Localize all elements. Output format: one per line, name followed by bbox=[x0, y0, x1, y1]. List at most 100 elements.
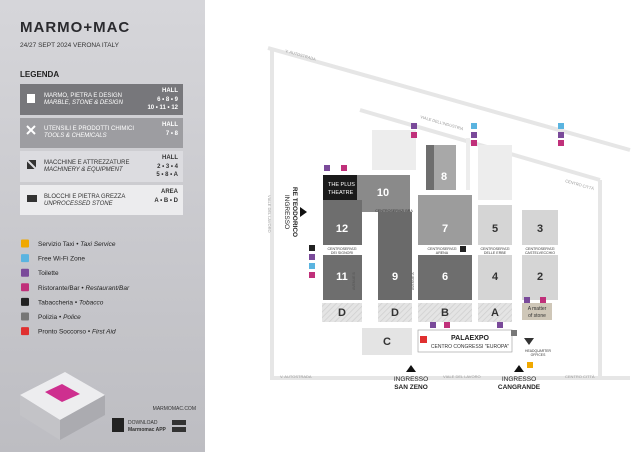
area bbox=[478, 303, 512, 322]
entrance-name: RE TEODORICO bbox=[291, 187, 298, 237]
service-centers: CENTROSERVIZI BRA CENTROSERVIZI DEI SIGN… bbox=[327, 209, 555, 255]
service-translation: Tobacco bbox=[79, 299, 104, 306]
hall bbox=[418, 195, 472, 245]
services-list: Servizio Taxi • Taxi Service Free Wi-Fi Z… bbox=[21, 239, 130, 336]
service-translation: First Aid bbox=[92, 329, 116, 336]
matter-label: A matter bbox=[528, 306, 547, 312]
service-icon bbox=[21, 327, 29, 336]
hall-label: 2 bbox=[537, 271, 543, 283]
hall bbox=[478, 205, 512, 245]
service-label: Free Wi-Fi Zone bbox=[38, 256, 85, 263]
service-name: Toilette bbox=[38, 270, 59, 277]
service-separator: • bbox=[59, 314, 62, 321]
street-label: CENTRO CITTÀ bbox=[565, 374, 595, 379]
service-label: Toilette bbox=[38, 270, 59, 277]
service-icon bbox=[21, 283, 29, 292]
legend-title: LEGENDA bbox=[20, 70, 59, 79]
service-label: Pronto Soccorso • First Aid bbox=[38, 329, 116, 336]
hall-labels: 10 8 12 7 5 3 11 9 6 4 2 D D B A C bbox=[336, 171, 543, 348]
service-label: Servizio Taxi • Taxi Service bbox=[38, 241, 116, 248]
palaexpo-subtitle: CENTRO CONGRESSI "EUROPA" bbox=[431, 344, 509, 350]
headquarter-label: OFFICES bbox=[531, 353, 546, 357]
hall bbox=[522, 210, 558, 245]
subtitle: 24/27 SEPT 2024 VERONA ITALY bbox=[20, 42, 120, 49]
theatre-label: THE PLUS bbox=[328, 182, 355, 188]
area-label: D bbox=[338, 307, 346, 319]
matter-of-stone bbox=[522, 303, 552, 320]
headquarter-label: HEADQUARTER bbox=[525, 349, 551, 353]
legend-item-subtitle: MACHINERY & EQUIPMENT bbox=[44, 167, 124, 173]
hall-label: 8 bbox=[441, 171, 447, 183]
service-name: Pronto Soccorso bbox=[38, 329, 86, 336]
decorative-cube bbox=[20, 372, 105, 440]
service-icon bbox=[21, 268, 29, 277]
service-label: Polizia • Police bbox=[38, 314, 81, 321]
service-center-label: CENTROSERVIZI BRA bbox=[375, 209, 413, 213]
area bbox=[418, 303, 472, 322]
legend-item-halls: A • B • D bbox=[154, 198, 178, 204]
legend-item-label: HALL bbox=[162, 88, 178, 94]
legend-item-label: AREA bbox=[161, 189, 179, 195]
area bbox=[322, 303, 362, 322]
service-name: Tabaccheria bbox=[38, 299, 73, 306]
avenue-label: AVENUE B bbox=[352, 271, 356, 290]
service-center-label: DEI SIGNORI bbox=[331, 251, 353, 255]
legend-item-title: MARMO, PIETRA E DESIGN bbox=[44, 93, 122, 99]
service-center-label: CENTROSERVIZI bbox=[525, 247, 554, 251]
service-center-label: CENTROSERVIZI bbox=[427, 247, 456, 251]
service-center-label: CENTROSERVIZI bbox=[480, 247, 509, 251]
entrance-name: SAN ZENO bbox=[394, 384, 428, 391]
area bbox=[378, 303, 412, 322]
hall bbox=[362, 328, 412, 355]
hall-label: 9 bbox=[392, 271, 398, 283]
hall-label: 3 bbox=[537, 223, 543, 235]
first-aid-icon bbox=[420, 336, 427, 343]
legend-item: BLOCCHI E PIETRA GREZZA UNPROCESSED STON… bbox=[20, 185, 183, 215]
service-icon bbox=[21, 297, 29, 306]
service-separator: • bbox=[88, 329, 91, 336]
theatre bbox=[323, 175, 357, 200]
hall bbox=[323, 200, 362, 245]
entrance-label: INGRESSO bbox=[394, 376, 428, 383]
service-name: Ristorante/Bar bbox=[38, 285, 80, 292]
legend-item-halls: 2 • 3 • 4 bbox=[157, 164, 179, 170]
hall-label: 7 bbox=[442, 223, 448, 235]
palaexpo-title: PALAEXPO bbox=[451, 335, 490, 342]
hall-label: 5 bbox=[492, 223, 498, 235]
legend-item-halls: 6 • 8 • 9 bbox=[157, 97, 179, 103]
legend-item-subtitle: TOOLS & CHEMICALS bbox=[44, 133, 107, 139]
hall bbox=[522, 255, 558, 300]
legend-item-title: MACCHINE E ATTREZZATURE bbox=[44, 160, 129, 166]
hall-label: 4 bbox=[492, 271, 499, 283]
store-badge bbox=[172, 420, 186, 425]
entrance-name: CANGRANDE bbox=[498, 384, 541, 391]
area-label: D bbox=[391, 307, 399, 319]
service-label: Ristorante/Bar • Restaurant/Bar bbox=[38, 285, 130, 292]
service-translation: Taxi Service bbox=[80, 241, 116, 248]
service-center-label: CENTROSERVIZI bbox=[327, 247, 356, 251]
service-separator: • bbox=[75, 299, 78, 306]
street-label: CENTRO CITTÀ bbox=[565, 178, 595, 191]
store-badge bbox=[172, 427, 186, 432]
service-icon bbox=[21, 239, 29, 248]
entrances: INGRESSO SAN ZENO INGRESSO CANGRANDE ING… bbox=[283, 187, 541, 391]
service-icon bbox=[21, 312, 29, 321]
service-name: Servizio Taxi bbox=[38, 241, 74, 248]
hall-label: 11 bbox=[336, 271, 348, 283]
legend-item-label: HALL bbox=[162, 122, 178, 128]
legend-item-halls: 7 • 8 bbox=[166, 131, 179, 137]
street-label: VIALE DEL LAVORO bbox=[267, 195, 272, 233]
logo: MARMO+MAC bbox=[20, 19, 130, 36]
hall bbox=[357, 175, 410, 212]
headquarter-icon bbox=[524, 338, 534, 345]
service-label: Tabaccheria • Tobacco bbox=[38, 299, 104, 306]
legend-item-subtitle: UNPROCESSED STONE bbox=[44, 201, 114, 207]
service-center-label: ARENA bbox=[436, 251, 449, 255]
hall bbox=[323, 255, 362, 300]
area-label: B bbox=[441, 307, 449, 319]
street-label: V. AUTOSTRADA bbox=[280, 374, 312, 379]
entrance-label: INGRESSO bbox=[502, 376, 536, 383]
legend-item-label: HALL bbox=[162, 155, 178, 161]
app-name: Marmomac APP bbox=[128, 427, 167, 433]
